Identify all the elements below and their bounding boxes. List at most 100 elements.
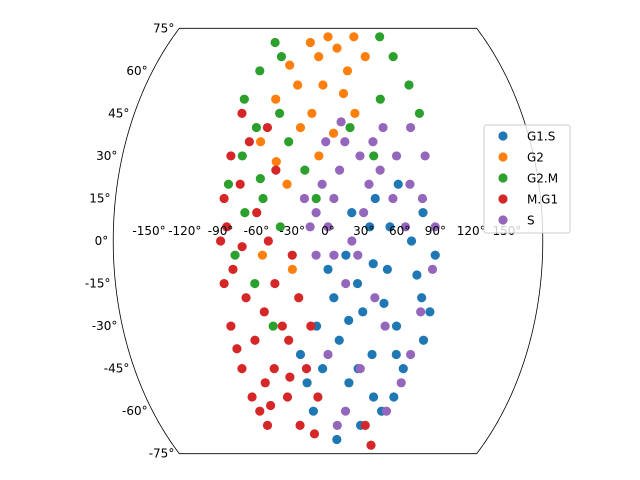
- x-tick-label: -60°: [244, 224, 270, 238]
- point-s-31: [341, 278, 351, 289]
- x-tick-labels: -150°-120°-90°-60°-30°0°30°60°90°120°150…: [132, 224, 521, 238]
- legend-label: S: [527, 214, 535, 228]
- point-g2-17: [282, 179, 292, 189]
- point-s-20: [430, 222, 440, 232]
- point-s-32: [380, 321, 390, 331]
- x-tick-label: 120°: [457, 224, 486, 238]
- point-g1-s-22: [406, 236, 417, 246]
- point-m-g1-27: [263, 236, 273, 246]
- point-m-g1-21: [295, 420, 305, 430]
- point-g2-12: [338, 88, 349, 99]
- point-g1-s-18: [323, 264, 333, 274]
- point-s-13: [388, 193, 398, 204]
- point-m-g1-22: [294, 293, 304, 303]
- point-g1-s-30: [379, 298, 389, 308]
- point-s-2: [334, 165, 345, 175]
- legend-label: G2: [527, 151, 544, 165]
- x-tick-label: 30°: [353, 224, 374, 238]
- point-m-g1-38: [265, 400, 276, 411]
- point-m-g1-12: [235, 179, 245, 189]
- x-tick-label: 90°: [425, 224, 446, 238]
- point-g2-m-22: [268, 321, 278, 331]
- point-s-36: [336, 117, 346, 127]
- y-tick-labels: 75° 60° 45° 30° 15° 0° -15° -30° -45° -60° -75°: [85, 21, 174, 460]
- x-tick-label: -90°: [208, 224, 234, 238]
- point-m-g1-31: [277, 321, 287, 331]
- point-g1-s-16: [308, 406, 318, 416]
- point-s-35: [311, 250, 321, 260]
- point-s-19: [420, 151, 430, 161]
- point-m-g1-39: [285, 372, 295, 382]
- legend: G1.S G2 G2.M M.G1 S: [483, 124, 571, 234]
- point-g2-19: [287, 264, 297, 274]
- point-g2-20: [350, 108, 360, 118]
- point-g2-m-1: [255, 66, 265, 76]
- point-g2-7: [271, 94, 281, 104]
- legend-marker: [498, 215, 508, 225]
- point-g2-m-24: [230, 250, 240, 260]
- point-g2-0: [305, 37, 315, 48]
- point-m-g1-29: [271, 165, 281, 175]
- point-s-30: [329, 250, 339, 260]
- x-tick-label: 60°: [389, 224, 410, 238]
- point-g1-s-33: [344, 315, 354, 326]
- point-m-g1-32: [287, 250, 297, 260]
- point-g2-4: [342, 66, 353, 76]
- point-g1-s-32: [385, 222, 395, 232]
- point-m-g1-37: [237, 242, 247, 252]
- y-tick-label: -75°: [149, 447, 175, 461]
- point-s-11: [375, 165, 385, 175]
- point-s-39: [340, 406, 351, 416]
- point-s-38: [321, 137, 331, 147]
- legend-entry-g2-m: G2.M: [498, 172, 558, 186]
- point-g1-s-13: [368, 392, 379, 402]
- point-g2-m-11: [240, 208, 250, 218]
- point-g1-s-12: [365, 222, 375, 232]
- point-g2-10: [307, 108, 317, 118]
- point-s-15: [400, 222, 411, 232]
- point-s-4: [317, 179, 327, 189]
- point-g1-s-27: [332, 434, 342, 445]
- point-g2-13: [295, 122, 306, 133]
- point-g1-s-20: [370, 193, 380, 204]
- y-tick-label: 15°: [89, 191, 110, 205]
- y-tick-label: -45°: [104, 362, 130, 376]
- point-g2-m-16: [300, 165, 310, 175]
- point-m-g1-5: [237, 108, 247, 118]
- point-g2-m-2: [239, 94, 249, 104]
- point-s-17: [405, 122, 416, 133]
- point-g2-11: [318, 80, 328, 90]
- point-s-0: [323, 222, 333, 232]
- legend-entry-g2: G2: [498, 151, 544, 165]
- point-g2-15: [255, 137, 266, 147]
- point-s-34: [370, 293, 380, 303]
- y-tick-label: 60°: [126, 64, 147, 78]
- point-s-14: [391, 151, 402, 161]
- point-g2-18: [257, 250, 268, 260]
- point-g2-m-10: [223, 179, 234, 189]
- point-g1-s-0: [329, 293, 339, 303]
- point-m-g1-0: [216, 236, 226, 246]
- point-g1-s-9: [418, 335, 429, 345]
- legend-entry-m-g1: M.G1: [498, 193, 558, 207]
- point-g1-s-8: [417, 293, 427, 303]
- point-s-9: [364, 179, 374, 189]
- x-tick-label: -150°: [132, 224, 165, 238]
- point-g1-s-3: [358, 307, 368, 317]
- x-tick-label: -120°: [168, 224, 201, 238]
- point-m-g1-36: [232, 344, 242, 354]
- point-m-g1-9: [262, 420, 273, 430]
- point-s-23: [405, 349, 416, 360]
- x-tick-label: 0°: [321, 224, 335, 238]
- legend-label: G1.S: [527, 130, 555, 144]
- point-g1-s-36: [368, 259, 378, 269]
- point-m-g1-4: [226, 321, 236, 331]
- point-g1-s-19: [347, 208, 357, 218]
- point-g2-m-20: [311, 193, 321, 204]
- point-g1-s-4: [367, 349, 377, 360]
- point-m-g1-28: [262, 122, 273, 133]
- point-m-g1-33: [360, 420, 370, 430]
- point-m-g1-14: [250, 335, 260, 345]
- point-m-g1-30: [244, 137, 254, 147]
